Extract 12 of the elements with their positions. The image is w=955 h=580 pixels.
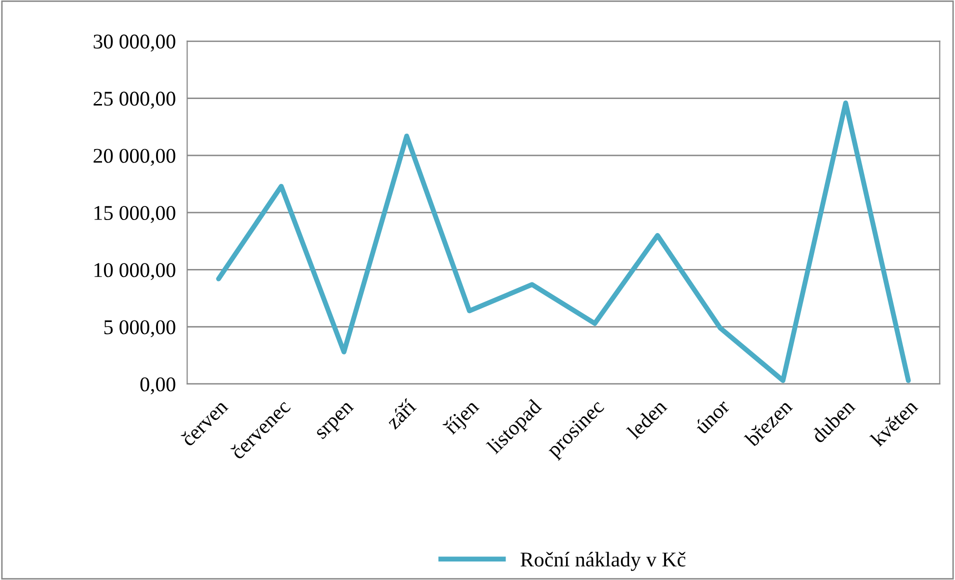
y-tick-label: 25 000,00 [94,92,176,109]
y-tick-label: 15 000,00 [94,206,176,223]
y-tick-label: 20 000,00 [94,148,176,166]
x-tick-label: únor [693,398,730,436]
line-series [216,100,911,383]
y-tick-label: 30 000,00 [94,34,176,52]
y-tick-label: 10 000,00 [94,263,176,280]
y-tick-label: 5 000,00 [104,320,176,338]
legend-label: Roční náklady v Kč [520,552,686,571]
x-tick-label: září [384,398,417,430]
x-tick-label: říjen [442,398,483,438]
y-tick-label: 0,00 [140,377,176,394]
